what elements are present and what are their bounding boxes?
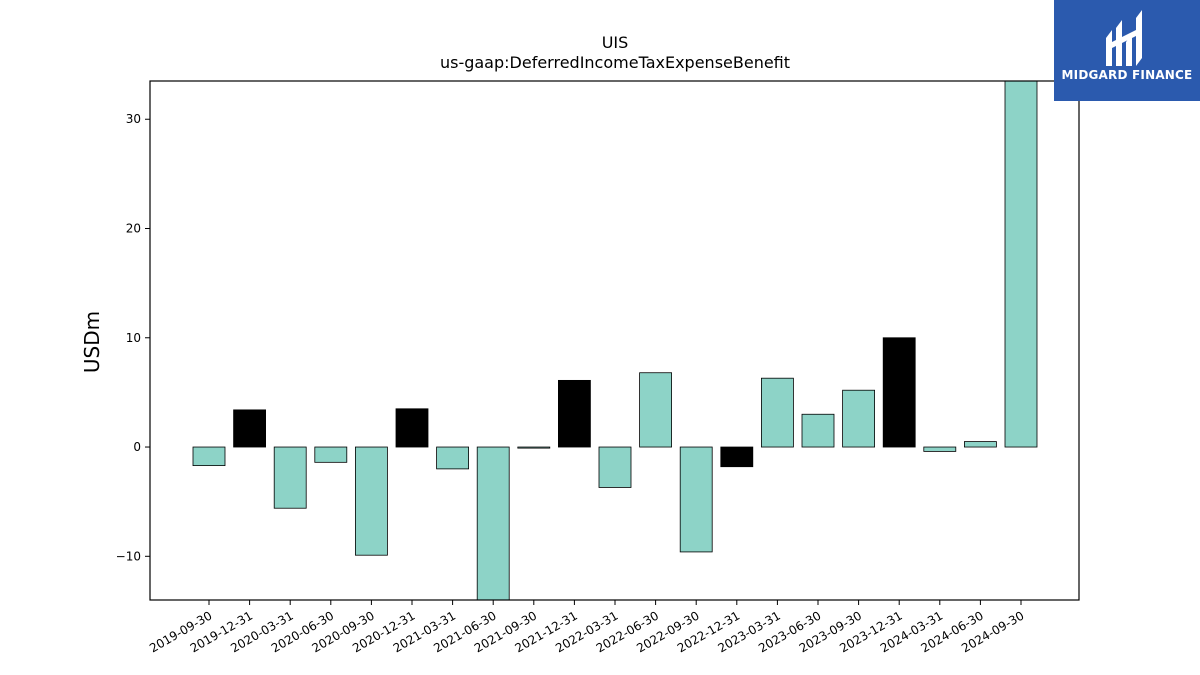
bar-2023-09-30 (842, 389, 875, 448)
bar-2020-03-31 (273, 446, 307, 509)
y-tick-label: 10 (126, 331, 141, 345)
bar-2020-12-31 (395, 408, 429, 448)
bar-2021-03-31 (436, 446, 470, 470)
chart-subtitle: us-gaap:DeferredIncomeTaxExpenseBenefit (440, 53, 790, 72)
chart-title: UIS (602, 33, 629, 52)
bar-2021-06-30 (476, 446, 510, 601)
bar-2023-03-31 (761, 377, 794, 448)
bar-2020-09-30 (354, 446, 388, 556)
y-axis-label: USDm (80, 311, 104, 373)
bars-group (192, 80, 1038, 601)
bar-2020-06-30 (314, 446, 348, 463)
y-tick-label: 0 (133, 440, 141, 454)
bar-2021-09-30 (517, 446, 551, 449)
plot-frame (149, 80, 1080, 601)
y-tick-label: −10 (116, 549, 141, 563)
y-ticks-group: −10 0 10 20 30 (116, 112, 150, 563)
bar-2024-03-31 (923, 446, 957, 452)
bar-2024-06-30 (964, 441, 997, 448)
bar-2022-06-30 (639, 372, 672, 448)
bar-2023-12-31 (882, 337, 916, 448)
brand-logo: MIDGARD FINANCE (1054, 0, 1200, 101)
bar-2024-09-30 (1004, 80, 1038, 448)
bar-2022-09-30 (679, 446, 713, 553)
brand-name: MIDGARD FINANCE (1061, 68, 1193, 82)
bar-2019-12-31 (233, 409, 267, 448)
bar-2022-03-31 (598, 446, 632, 488)
bar-2019-09-30 (192, 446, 226, 467)
y-tick-label: 30 (126, 112, 141, 126)
bar-2021-12-31 (558, 379, 591, 448)
midgard-logo-icon (1106, 10, 1142, 66)
bar-2022-12-31 (720, 446, 754, 468)
x-ticks-group: 2019-09-302019-12-312020-03-312020-06-30… (147, 600, 1027, 655)
y-tick-label: 20 (126, 222, 141, 236)
bar-2023-06-30 (801, 413, 835, 448)
